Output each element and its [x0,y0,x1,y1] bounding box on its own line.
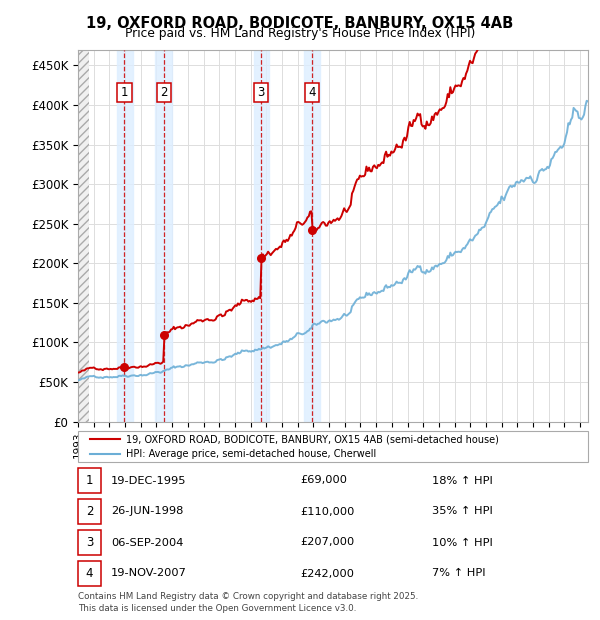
Text: £110,000: £110,000 [300,507,355,516]
Text: 19, OXFORD ROAD, BODICOTE, BANBURY, OX15 4AB (semi-detached house): 19, OXFORD ROAD, BODICOTE, BANBURY, OX15… [126,434,499,445]
Bar [117,50,133,422]
Text: 1: 1 [121,86,128,99]
Text: 19-DEC-1995: 19-DEC-1995 [111,476,187,485]
Text: 4: 4 [86,567,93,580]
Text: 26-JUN-1998: 26-JUN-1998 [111,507,184,516]
Text: 2: 2 [160,86,168,99]
Text: This data is licensed under the Open Government Licence v3.0.: This data is licensed under the Open Gov… [78,603,356,613]
Text: 35% ↑ HPI: 35% ↑ HPI [432,507,493,516]
Bar [155,50,172,422]
Text: 7% ↑ HPI: 7% ↑ HPI [432,569,485,578]
Text: 1: 1 [86,474,93,487]
Text: £207,000: £207,000 [300,538,354,547]
Bar [78,50,89,422]
Text: Contains HM Land Registry data © Crown copyright and database right 2025.: Contains HM Land Registry data © Crown c… [78,592,418,601]
Bar [304,50,320,422]
Bar [254,50,269,422]
Text: 2: 2 [86,505,93,518]
Text: 19, OXFORD ROAD, BODICOTE, BANBURY, OX15 4AB: 19, OXFORD ROAD, BODICOTE, BANBURY, OX15… [86,16,514,30]
Text: 10% ↑ HPI: 10% ↑ HPI [432,538,493,547]
Text: £69,000: £69,000 [300,476,347,485]
Text: £242,000: £242,000 [300,569,354,578]
Text: 19-NOV-2007: 19-NOV-2007 [111,569,187,578]
Text: 3: 3 [257,86,265,99]
Text: 06-SEP-2004: 06-SEP-2004 [111,538,184,547]
Text: 3: 3 [86,536,93,549]
Text: 4: 4 [308,86,316,99]
Text: 18% ↑ HPI: 18% ↑ HPI [432,476,493,485]
Text: Price paid vs. HM Land Registry's House Price Index (HPI): Price paid vs. HM Land Registry's House … [125,27,475,40]
Text: HPI: Average price, semi-detached house, Cherwell: HPI: Average price, semi-detached house,… [126,448,376,459]
